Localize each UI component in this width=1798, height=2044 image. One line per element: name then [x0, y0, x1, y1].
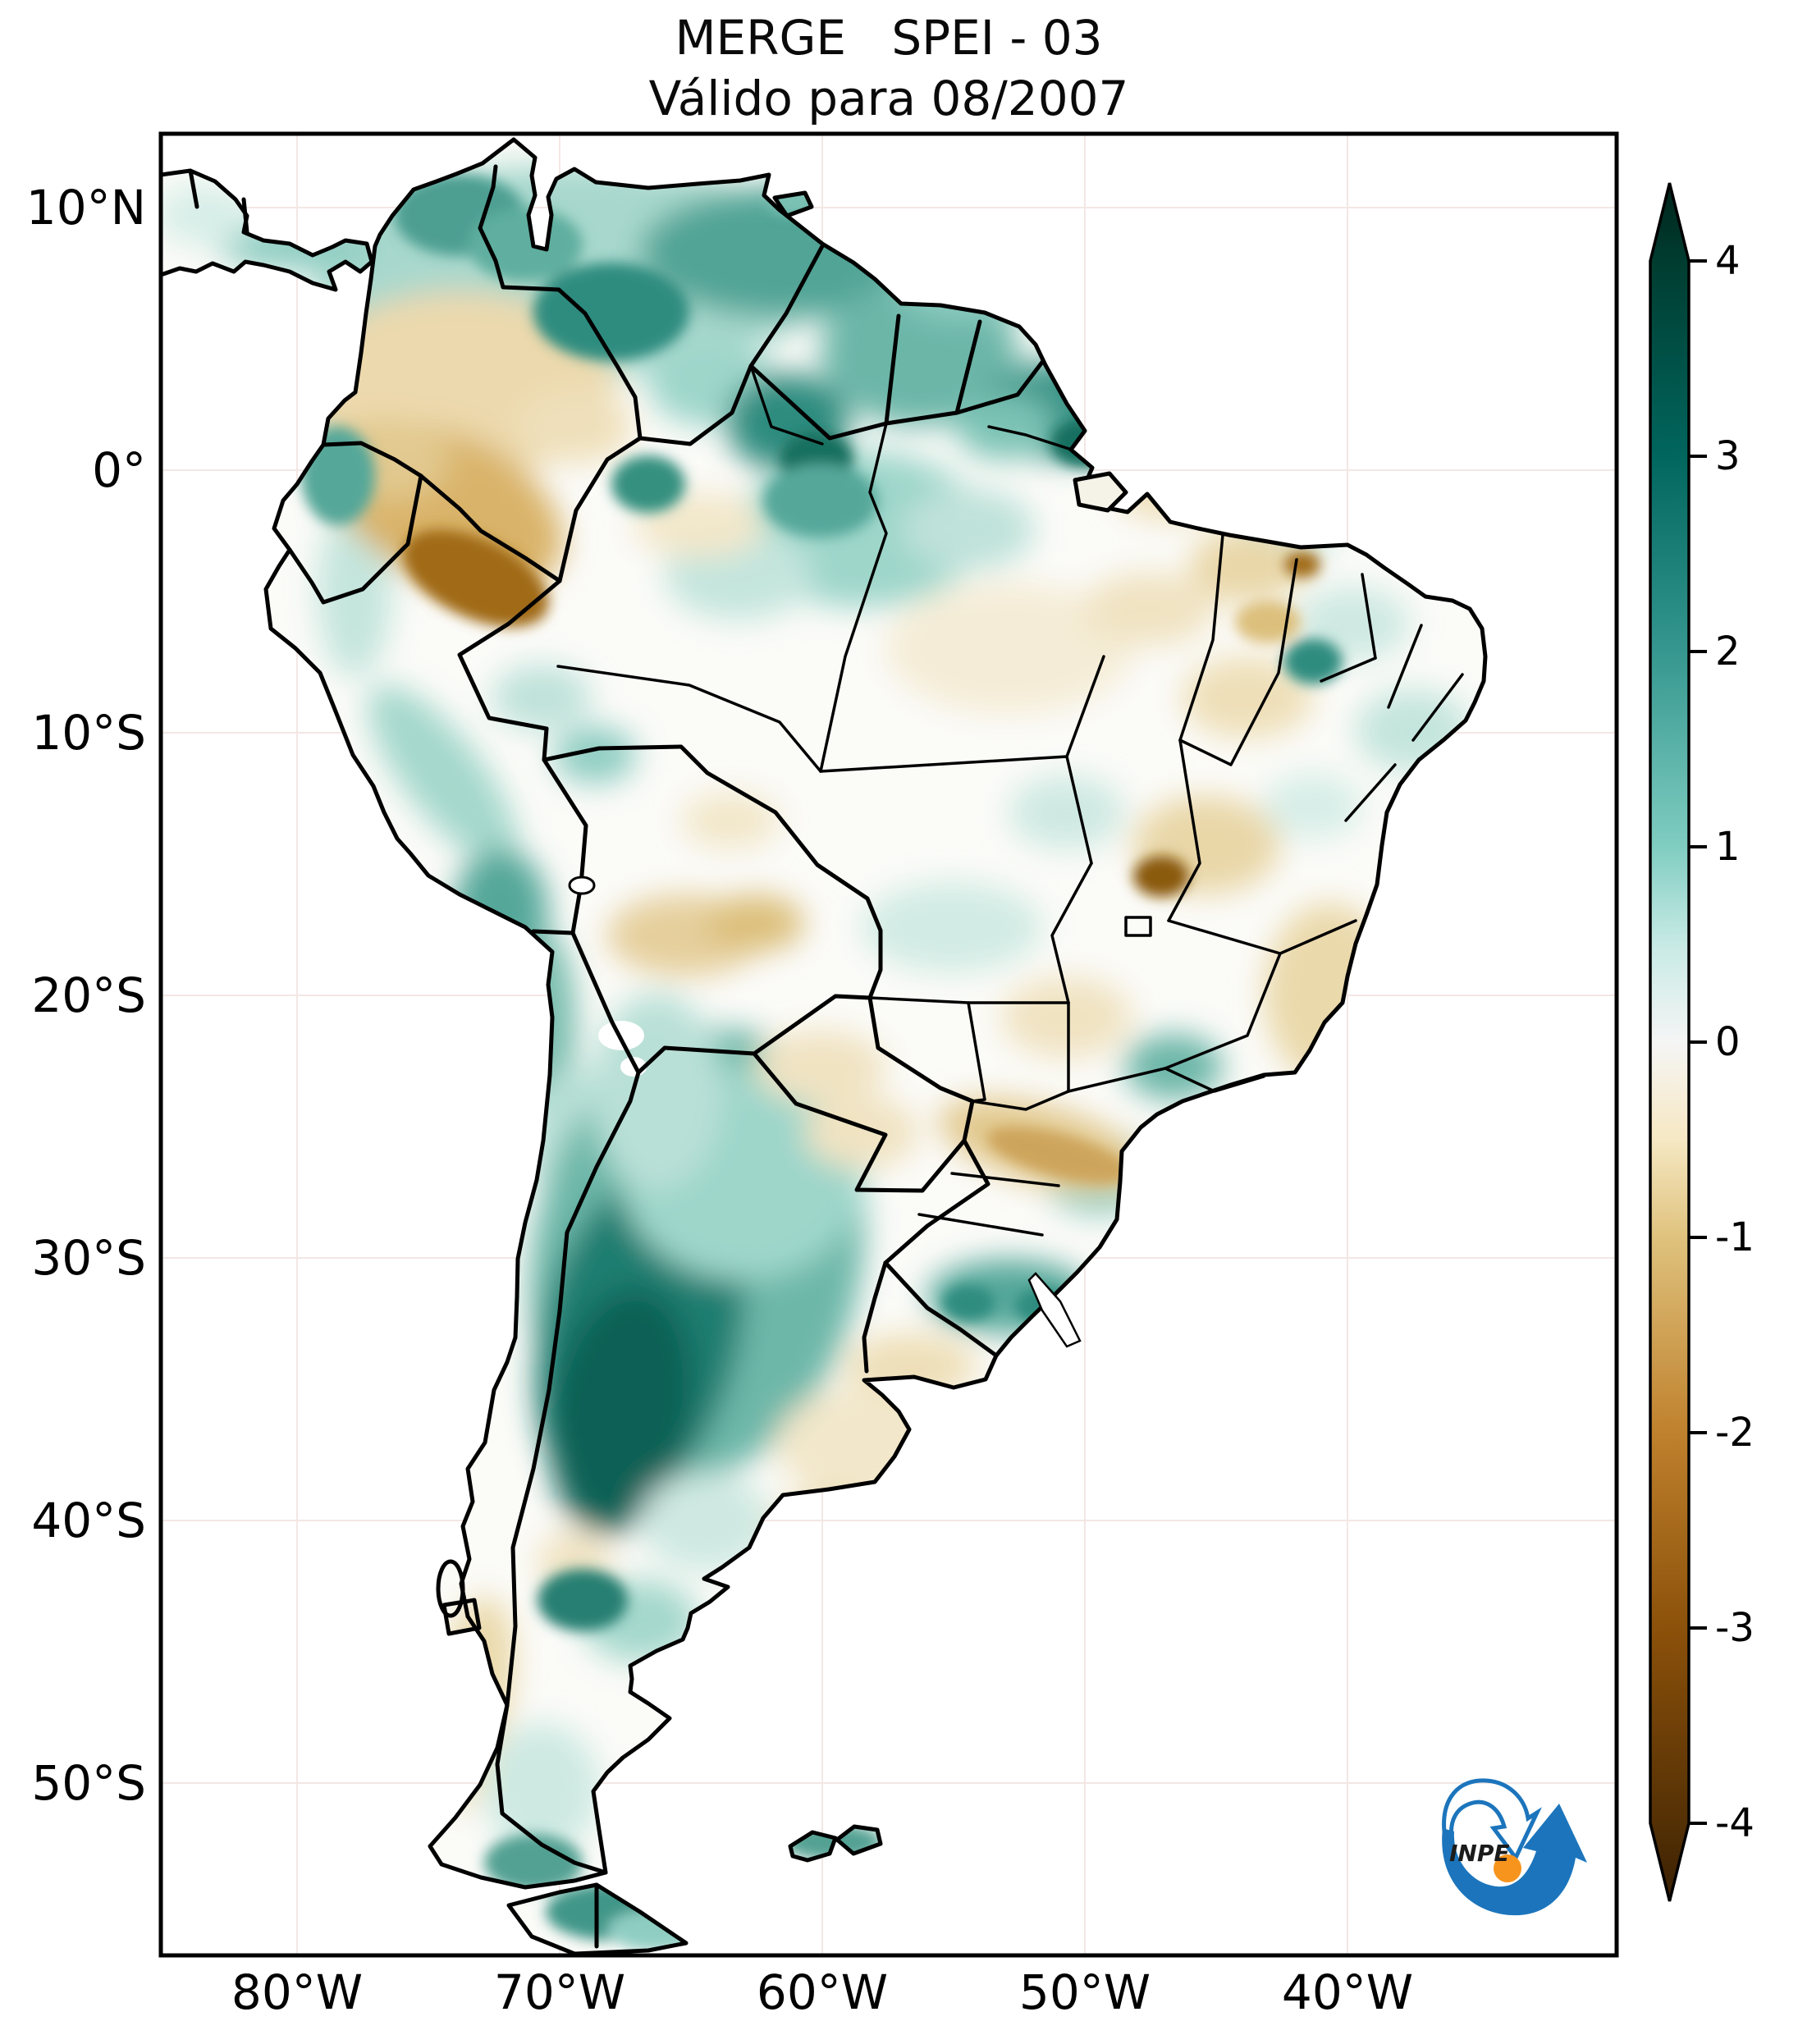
colorbar-label-m4: -4 [1715, 1800, 1755, 1846]
lat-label-10s: 10°S [31, 705, 146, 761]
inpe-orange-dot [1494, 1854, 1521, 1882]
map-frame [158, 131, 1619, 1958]
lat-label-0: 0° [92, 442, 146, 498]
colorbar-label-m1: -1 [1715, 1214, 1755, 1260]
lakes [568, 876, 1082, 1348]
colorbar-label-1: 1 [1715, 824, 1741, 870]
lon-label-80w: 80°W [231, 1964, 364, 2020]
inpe-swoosh-arrow [1442, 1804, 1587, 1916]
inpe-orbit-arrow [1442, 1778, 1542, 1862]
state-borders [556, 364, 1464, 1237]
page-title: MERGE SPEI - 03 [675, 10, 1103, 66]
colorbar-ticks [1689, 259, 1707, 1825]
colorbar [1649, 182, 1707, 1902]
coastline [160, 137, 1488, 1956]
country-borders [188, 164, 1045, 1949]
lon-label-40w: 40°W [1281, 1964, 1414, 2020]
colorbar-label-m3: -3 [1715, 1605, 1755, 1651]
lon-label-50w: 50°W [1018, 1964, 1151, 2020]
lon-label-70w: 70°W [493, 1964, 626, 2020]
inpe-logo: INPE [1442, 1778, 1587, 1916]
lat-label-40s: 40°S [31, 1493, 146, 1548]
colorbar-label-m2: -2 [1715, 1410, 1755, 1456]
lat-label-20s: 20°S [31, 967, 146, 1023]
lat-label-30s: 30°S [31, 1230, 146, 1286]
colorbar-label-3: 3 [1715, 433, 1741, 479]
colorbar-gradient-bar [1649, 182, 1690, 1902]
colorbar-label-0: 0 [1715, 1019, 1741, 1065]
lon-label-60w: 60°W [756, 1964, 889, 2020]
lat-label-50s: 50°S [31, 1755, 146, 1811]
page-subtitle: Válido para 08/2007 [648, 71, 1129, 126]
colorbar-label-2: 2 [1715, 629, 1741, 674]
inpe-logo-text: INPE [1449, 1840, 1510, 1867]
lat-label-10n: 10°N [25, 180, 146, 235]
colorbar-label-4: 4 [1715, 238, 1741, 284]
